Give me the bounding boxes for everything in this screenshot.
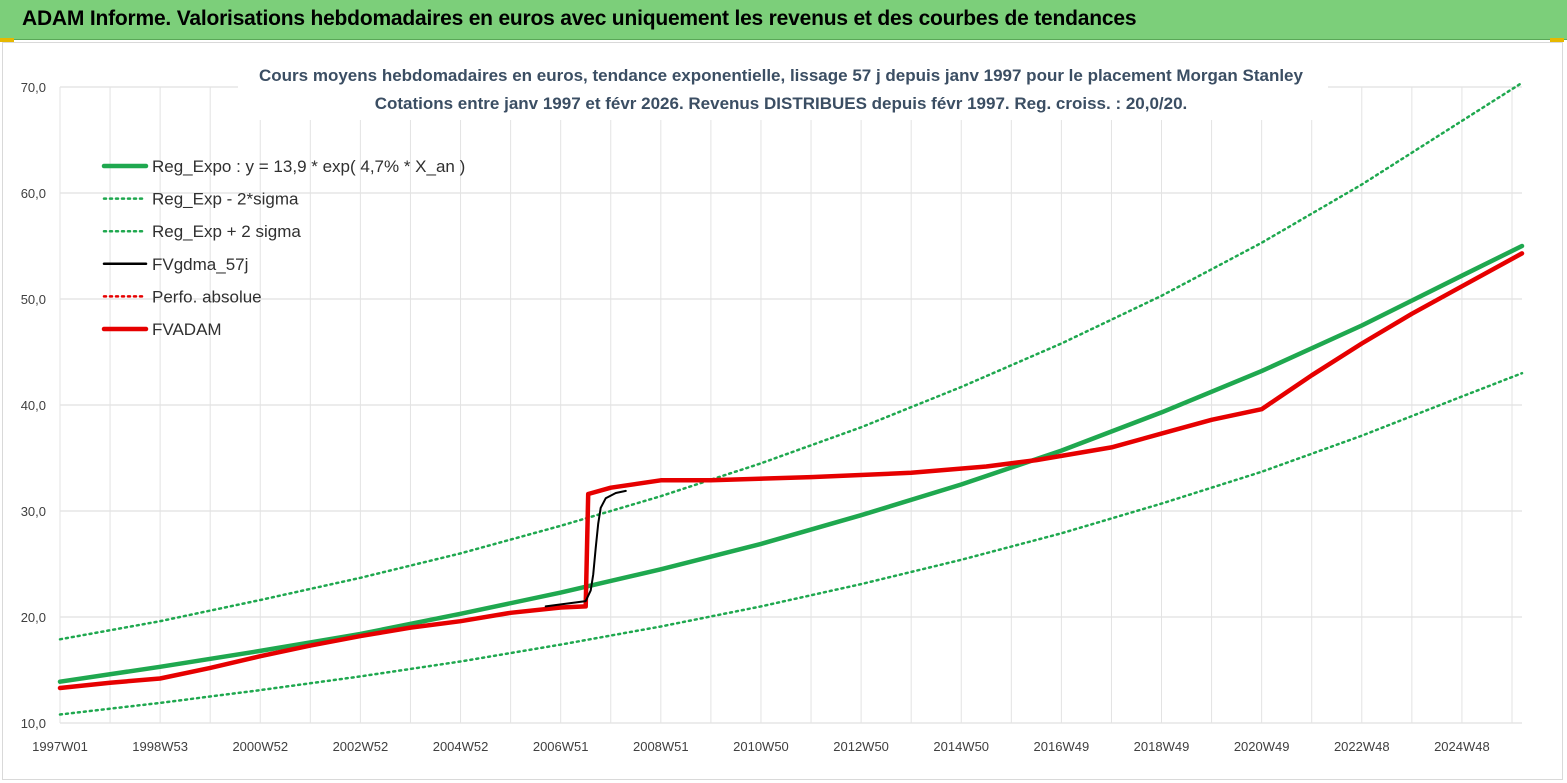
series-line [544, 489, 627, 608]
series-line [57, 243, 1525, 684]
series-line [58, 81, 1524, 641]
chart-title-backdrop [238, 60, 1328, 120]
title-banner: ADAM Informe. Valorisations hebdomadaire… [0, 0, 1567, 40]
x-tick-label: 2022W48 [1334, 739, 1390, 754]
x-tick-label: 2024W48 [1434, 739, 1490, 754]
corner-marker-left [0, 38, 14, 42]
x-tick-label: 2002W52 [333, 739, 389, 754]
y-tick-label: 60,0 [21, 186, 46, 201]
series-lines [57, 81, 1525, 716]
chart-titles: Cours moyens hebdomadaires en euros, ten… [238, 60, 1328, 120]
x-tick-label: 2014W50 [933, 739, 989, 754]
legend-label: FVADAM [152, 320, 222, 339]
series-line [57, 251, 1525, 691]
corner-marker-right [1550, 38, 1564, 42]
legend-label: Perfo. absolue [152, 287, 262, 306]
legend-label: Reg_Exp - 2*sigma [152, 190, 299, 209]
x-tick-label: 2012W50 [833, 739, 889, 754]
legend-label: Reg_Exp + 2 sigma [152, 222, 301, 241]
x-tick-label: 2020W49 [1234, 739, 1290, 754]
x-tick-label: 2004W52 [433, 739, 489, 754]
x-tick-label: 1998W53 [132, 739, 188, 754]
y-tick-label: 10,0 [21, 716, 46, 731]
y-tick-label: 20,0 [21, 610, 46, 625]
legend-label: FVgdma_57j [152, 255, 248, 274]
legend-label: Reg_Expo : y = 13,9 * exp( 4,7% * X_an ) [152, 157, 465, 176]
legend: Reg_Expo : y = 13,9 * exp( 4,7% * X_an )… [101, 157, 465, 339]
x-tick-label: 2016W49 [1034, 739, 1090, 754]
y-tick-label: 70,0 [21, 80, 46, 95]
x-tick-label: 2010W50 [733, 739, 789, 754]
chart-area [2, 42, 1563, 780]
series-line [58, 371, 1524, 716]
x-tick-label: 2008W51 [633, 739, 689, 754]
y-tick-label: 50,0 [21, 292, 46, 307]
chart-title: Cours moyens hebdomadaires en euros, ten… [259, 66, 1303, 85]
chart-subtitle: Cotations entre janv 1997 et févr 2026. … [375, 94, 1188, 113]
y-tick-label: 40,0 [21, 398, 46, 413]
x-tick-label: 1997W01 [32, 739, 88, 754]
x-tick-label: 2000W52 [232, 739, 288, 754]
x-tick-label: 2006W51 [533, 739, 589, 754]
page-title: ADAM Informe. Valorisations hebdomadaire… [22, 7, 1137, 30]
x-tick-label: 2018W49 [1134, 739, 1190, 754]
axis-ticks: 10,0 20,0 30,0 40,0 50,0 60,0 70,0 1997W01 1998W… [21, 80, 1490, 754]
y-tick-label: 30,0 [21, 504, 46, 519]
